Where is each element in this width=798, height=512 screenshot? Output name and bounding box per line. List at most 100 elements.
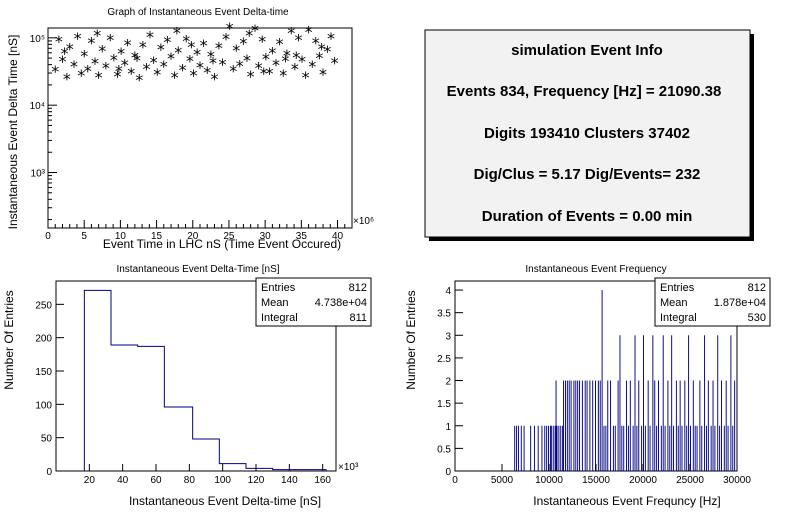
- scatter-point: *: [283, 46, 291, 65]
- delta-x-tick-label: 160: [314, 475, 331, 486]
- info-line-digits: Digits 193410 Clusters 37402: [484, 125, 690, 142]
- freq-bar: [717, 335, 719, 471]
- delta-stat-entries-label: Entries: [261, 282, 296, 294]
- scatter-point: *: [294, 31, 302, 50]
- scatter-point: *: [142, 60, 150, 79]
- freq-bar: [530, 425, 532, 471]
- freq-bar: [673, 425, 675, 471]
- freq-bar: [516, 425, 518, 471]
- freq-bar: [694, 425, 696, 471]
- scatter-point: *: [163, 33, 171, 52]
- scatter-point: *: [262, 50, 270, 69]
- freq-bar: [629, 380, 631, 471]
- freq-bar: [660, 425, 662, 471]
- freq-bar: [732, 425, 734, 471]
- scatter-point: *: [174, 43, 182, 62]
- freq-bar: [558, 425, 560, 471]
- freq-bar: [627, 425, 629, 471]
- scatter-x-tick-label: 0: [45, 231, 51, 242]
- freq-bar: [517, 425, 519, 471]
- freq-bar: [656, 425, 658, 471]
- freq-bar: [548, 425, 549, 471]
- scatter-point: *: [226, 19, 234, 38]
- scatter-ylabel: Instantaneous Event Delta Time [nS]: [6, 35, 20, 230]
- freq-bar: [696, 425, 698, 471]
- delta-bin: [246, 468, 273, 471]
- freq-bar: [704, 335, 706, 471]
- scatter-point: *: [124, 35, 132, 54]
- freq-x-tick-label: 15000: [582, 475, 610, 486]
- delta-y-tick-label: 0: [46, 467, 52, 478]
- scatter-point: *: [318, 39, 326, 58]
- scatter-point: *: [218, 55, 226, 74]
- scatter-point: *: [243, 51, 251, 70]
- freq-bar: [647, 380, 649, 471]
- freq-stat-mean: 1.878e+04: [714, 297, 766, 309]
- scatter-point: *: [113, 67, 121, 86]
- scatter-point: *: [106, 30, 114, 49]
- freq-y-tick-label: 0: [445, 467, 451, 478]
- freq-bar: [652, 335, 654, 471]
- freq-hist-title: Instantaneous Event Frequency: [525, 264, 666, 275]
- scatter-point: *: [121, 56, 129, 75]
- scatter-point: *: [117, 44, 125, 63]
- freq-bar: [638, 380, 640, 471]
- info-line-events: Events 834, Frequency [Hz] = 21090.38: [447, 83, 722, 100]
- scatter-x-tick-label: 25: [223, 231, 235, 242]
- freq-bar: [546, 425, 548, 471]
- delta-x-tick-label: 80: [184, 475, 196, 486]
- freq-y-tick-label: 3.5: [437, 309, 451, 320]
- scatter-point: *: [193, 45, 201, 64]
- scatter-point: *: [173, 24, 181, 43]
- freq-bar: [589, 380, 591, 471]
- freq-bar: [641, 425, 643, 471]
- freq-stat-integral-label: Integral: [660, 312, 697, 324]
- scatter-point: *: [255, 59, 263, 78]
- freq-bar: [612, 425, 614, 471]
- freq-bar: [658, 380, 659, 471]
- scatter-point: *: [167, 49, 175, 68]
- delta-bin: [193, 439, 220, 471]
- delta-frame: [55, 280, 337, 472]
- freq-bar: [514, 425, 516, 471]
- freq-bar: [707, 380, 709, 471]
- scatter-point: *: [287, 24, 295, 43]
- freq-bar: [690, 425, 691, 471]
- freq-bar: [684, 380, 686, 471]
- freq-bar: [730, 335, 732, 471]
- info-line-ratio: Dig/Clus = 5.17 Dig/Events= 232: [474, 166, 701, 183]
- freq-bar: [619, 335, 621, 471]
- scatter-point: *: [87, 34, 95, 53]
- scatter-point: *: [308, 57, 316, 76]
- freq-bar: [692, 380, 694, 471]
- scatter-point: *: [323, 42, 331, 61]
- scatter-point: *: [265, 64, 273, 83]
- freq-bar: [723, 425, 725, 471]
- freq-bar: [607, 380, 609, 471]
- scatter-point: *: [115, 61, 123, 80]
- scatter-point: *: [209, 54, 217, 73]
- scatter-point: *: [312, 33, 320, 52]
- scatter-point: *: [153, 65, 161, 84]
- delta-stat-mean: 4.738e+04: [315, 297, 367, 309]
- freq-y-tick-label: 2.5: [437, 354, 451, 365]
- info-line-duration: Duration of Events = 0.00 min: [482, 208, 692, 225]
- freq-bar: [617, 380, 619, 471]
- scatter-point: *: [245, 26, 253, 45]
- scatter-point: *: [281, 52, 289, 71]
- scatter-point: *: [251, 21, 259, 40]
- freq-bar: [675, 380, 677, 471]
- freq-bar: [552, 425, 554, 471]
- scatter-point: *: [133, 51, 141, 70]
- freq-y-tick-label: 1.5: [437, 399, 451, 410]
- freq-bar: [621, 425, 623, 471]
- scatter-x-tick-label: 15: [151, 231, 163, 242]
- scatter-point: *: [66, 39, 74, 58]
- scatter-point: *: [84, 61, 92, 80]
- scatter-point: *: [302, 68, 310, 87]
- scatter-point: *: [58, 52, 66, 71]
- scatter-point: *: [272, 56, 280, 75]
- freq-bar: [575, 380, 577, 471]
- freq-bar: [605, 425, 607, 471]
